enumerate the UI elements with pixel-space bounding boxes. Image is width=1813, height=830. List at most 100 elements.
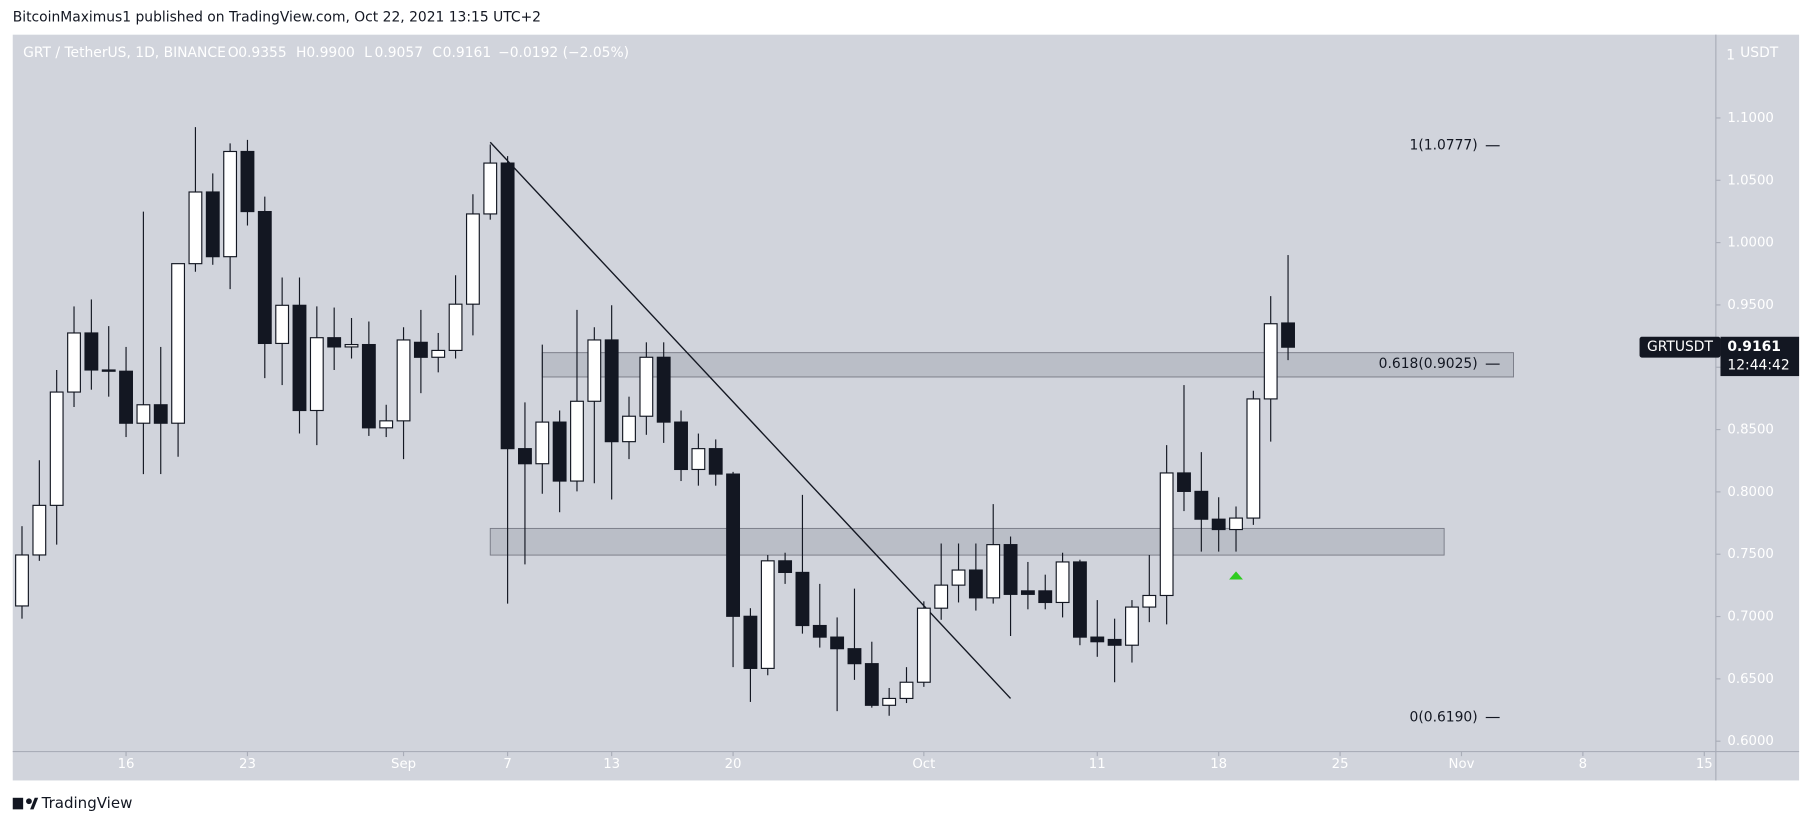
x-tick-label: Nov [1449,757,1475,772]
tag-price-bg [1720,336,1800,377]
candle-body [119,370,133,424]
axis-unit: USDT [1740,45,1779,61]
x-tick-label: 15 [1696,757,1713,772]
candle-body [153,404,168,424]
candle-body [500,162,515,450]
candle-body [257,210,272,345]
candle-body [448,303,463,351]
candle-body [535,421,550,465]
footer-logo [12,797,39,810]
candle-body [1159,472,1174,597]
legend-key: H [296,45,306,61]
legend-symbol: GRT / TetherUS, 1D, BINANCE [23,45,226,61]
candle-body [899,681,914,700]
candle-body [327,337,342,348]
candle-body [1038,590,1053,604]
candle-body [483,162,498,215]
fib-label: 1(1.0777) [1410,138,1478,154]
candle-body [951,569,966,586]
candle-body [292,304,307,412]
y-tick-label: 0.9500 [1727,298,1773,313]
y-tick-label: 0.7500 [1727,547,1773,562]
candle-body [830,636,845,650]
candle-body [986,544,1001,599]
candle-body [570,400,584,482]
candle-body [1072,561,1087,638]
zone [489,527,1445,556]
x-tick-label: Sep [391,757,416,772]
fib-label: 0(0.6190) [1410,710,1478,726]
candle-body [604,339,619,443]
legend-value: 0.9057 [375,45,423,61]
legend-key: L [364,45,372,61]
y-tick-label: 0.7000 [1727,610,1773,625]
candle-body [361,343,376,429]
candle-body [67,332,81,393]
candle-body [240,150,255,213]
candle-body [726,473,741,617]
candle-body [1229,517,1243,531]
candle-body [465,213,480,305]
byline: BitcoinMaximus1 published on TradingView… [13,9,541,25]
candle-body [760,560,775,669]
candle-body [84,332,99,371]
candle-body [171,263,186,424]
candle-body [15,554,29,607]
candle-body [205,191,220,258]
candle-body [1090,636,1105,643]
y-tick-label: 1.0000 [1727,236,1773,251]
y-tick-label: 0.8000 [1727,485,1773,500]
candle-body [32,504,47,556]
signal-marker [1229,571,1243,580]
candle-body [1177,472,1191,492]
x-tick-label: 11 [1089,757,1106,772]
x-tick-label: 16 [118,757,135,772]
candle-body [812,624,827,638]
x-tick-label: 7 [503,757,511,772]
tag-symbol: GRTUSDT [1647,339,1713,355]
candle-body [656,356,671,423]
candle-body [847,648,862,665]
x-tick-label: 18 [1210,757,1227,772]
candle-body [379,420,394,429]
candle-body [1246,398,1261,519]
candle-body [275,304,290,345]
candle-body [916,607,931,683]
legend-fields: O 0.9355 H 0.9900 L 0.9057 C 0.9161 −0.0192 (−2.… [228,45,629,61]
candle-body [49,391,64,506]
candle-body [1020,590,1035,595]
tag-price: 0.9161 [1727,339,1780,355]
candle-body [778,560,793,573]
x-tick-label: 13 [603,757,620,772]
y-tick-label: 0.8500 [1727,423,1773,438]
candle-body [1194,490,1209,520]
candle-body [344,343,359,348]
legend-value: 0.9900 [306,45,355,61]
candle-body [1125,606,1139,646]
x-tick-label: 8 [1579,757,1587,772]
x-tick-label: 20 [725,757,742,772]
candle-body [968,569,983,599]
candle-body [587,339,602,402]
legend-change: −0.0192 (−2.05%) [498,45,629,61]
candle-body [413,341,428,358]
y-tick-label: 1.1000 [1727,111,1773,126]
currency-badge: 1 [1726,47,1735,63]
candle-body [309,337,324,412]
candle-body [1055,561,1070,604]
x-tick-label: 23 [239,757,256,772]
y-tick-label: 1.0500 [1727,173,1773,188]
legend-key: C [432,45,442,61]
y-tick-label: 0.6000 [1727,734,1773,749]
legend-value: 0.9355 [238,45,287,61]
candle-body [101,369,116,372]
candle-body [1107,638,1122,646]
candle-body [691,448,706,471]
candle-body [1263,323,1278,400]
tag-countdown: 12:44:42 [1727,358,1789,374]
candle-body [136,404,151,424]
candle-body [934,584,949,609]
footer-brand: TradingView [41,794,133,812]
